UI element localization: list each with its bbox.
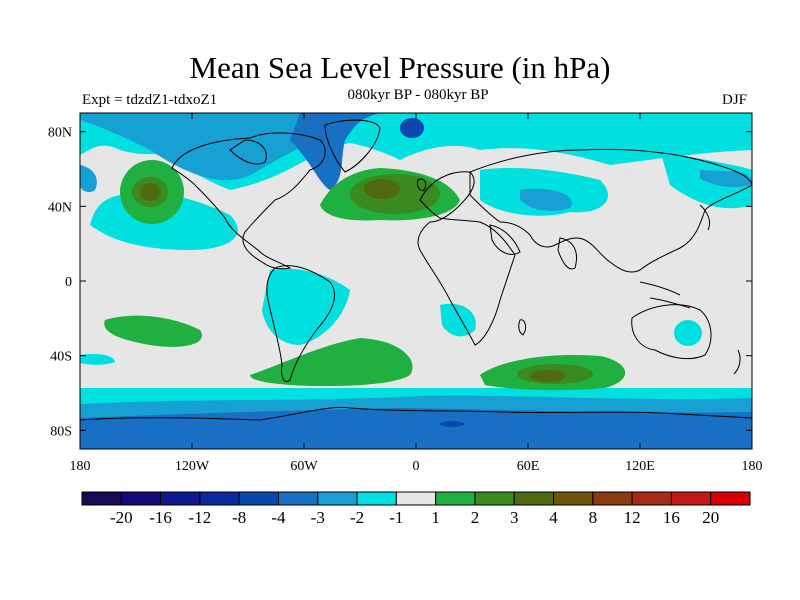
contour-arctic-minus2 <box>80 113 330 181</box>
longitude-axis: 180 120W 60W 0 60E 120E 180 <box>70 113 763 474</box>
colorbar-swatch <box>356 491 397 506</box>
lat-tick-label: 80S <box>50 424 72 439</box>
colorbar-label: 8 <box>589 508 598 527</box>
contour-north-atlantic-plus3 <box>364 179 400 199</box>
colorbar-swatch <box>160 491 201 506</box>
colorbar-swatch <box>317 491 358 506</box>
colorbar-label: -4 <box>271 508 286 527</box>
contour-greenland-minus4 <box>400 118 424 138</box>
colorbar-label: 3 <box>510 508 519 527</box>
contour-southern-ocean-minus3 <box>80 408 752 449</box>
lon-tick-label: 180 <box>742 459 763 474</box>
colorbar-swatch <box>81 491 122 506</box>
latitude-axis: 80N 40N 0 40S 80S <box>48 126 752 439</box>
lat-tick-label: 0 <box>65 275 72 290</box>
colorbar-label: 20 <box>702 508 719 527</box>
colorbar-swatch <box>710 491 751 506</box>
contour-north-pacific-plus3 <box>140 183 160 201</box>
experiment-label: Expt = tdzdZ1-tdxoZ1 <box>82 92 218 108</box>
colorbar-label: 4 <box>549 508 558 527</box>
colorbar-label: -2 <box>350 508 364 527</box>
colorbar-label: 12 <box>624 508 641 527</box>
colorbar-swatch <box>592 491 633 506</box>
colorbar-swatch <box>474 491 515 506</box>
colorbar-label: 1 <box>431 508 440 527</box>
colorbar-swatch <box>238 491 279 506</box>
lon-tick-label: 60E <box>517 459 540 474</box>
lon-tick-label: 120E <box>625 459 655 474</box>
lat-tick-label: 40S <box>50 350 72 365</box>
season-label: DJF <box>722 92 748 108</box>
colorbar-swatch <box>199 491 240 506</box>
period-label: 080kyr BP - 080kyr BP <box>347 87 489 103</box>
colorbar-swatch <box>395 491 437 506</box>
contour-eurasia-minus2 <box>520 188 572 211</box>
contour-south-indian-plus3 <box>530 370 566 382</box>
colorbar-swatch <box>435 491 476 506</box>
lon-tick-label: 0 <box>413 459 420 474</box>
colorbar-label: -1 <box>389 508 403 527</box>
colorbar-swatch <box>553 491 594 506</box>
contour-south-atlantic-minus1 <box>440 303 476 337</box>
colorbar-swatch <box>631 491 672 506</box>
colorbar-label: 16 <box>663 508 680 527</box>
contour-south-pacific-plus1 <box>104 315 202 347</box>
lat-tick-label: 80N <box>48 126 72 141</box>
lon-tick-label: 60W <box>290 459 318 474</box>
contour-south-america-minus1 <box>262 268 350 345</box>
contour-south-atlantic-plus1 <box>250 338 413 387</box>
colorbar-swatch <box>513 491 555 506</box>
colorbar-swatch <box>120 491 162 506</box>
coastlines <box>80 119 752 421</box>
lat-tick-label: 40N <box>48 200 72 215</box>
colorbar-label: -12 <box>189 508 212 527</box>
contour-siberia-minus2 <box>700 170 752 188</box>
colorbar-swatch <box>277 491 319 506</box>
plot-title: Mean Sea Level Pressure (in hPa) <box>189 50 611 85</box>
contour-southern-ocean-minus4 <box>440 421 464 427</box>
colorbar-label: -8 <box>232 508 246 527</box>
colorbar-label: -3 <box>311 508 325 527</box>
colorbar-label: -20 <box>110 508 133 527</box>
contour-greenland-minus3 <box>290 113 380 190</box>
colorbar-label: 2 <box>471 508 480 527</box>
contour-australia-minus1 <box>674 320 702 346</box>
contour-south-pacific-minus1 <box>80 353 115 365</box>
colorbar: -20 -16 -12 -8 -4 -3 -2 -1 1 2 3 4 8 12 16 20 <box>81 491 751 527</box>
contour-bering-minus2 <box>80 165 97 193</box>
colorbar-label: -16 <box>149 508 172 527</box>
lon-tick-label: 180 <box>70 459 91 474</box>
lon-tick-label: 120W <box>175 459 210 474</box>
colorbar-swatch <box>670 491 712 506</box>
